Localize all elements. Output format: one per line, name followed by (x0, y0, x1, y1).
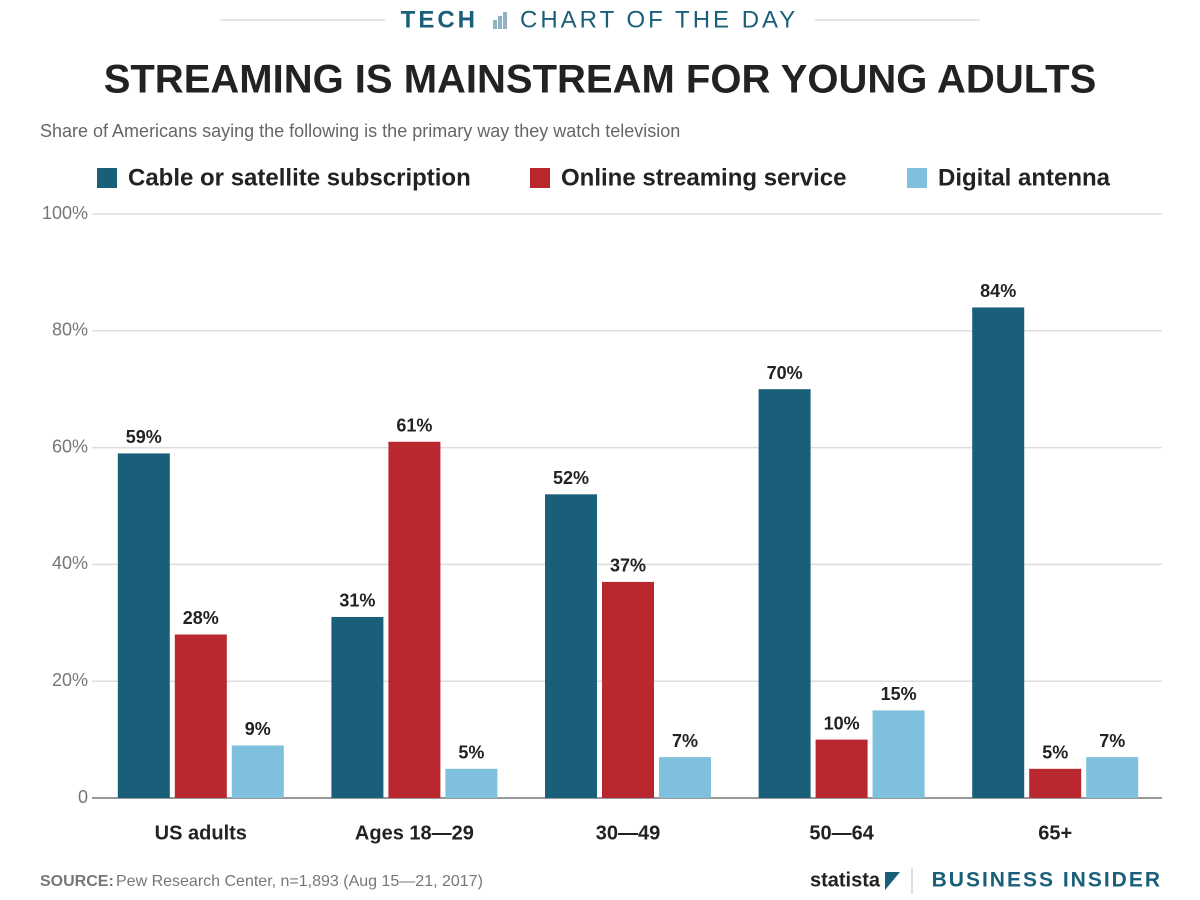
y-tick-label: 0 (78, 787, 88, 807)
legend-swatch (907, 168, 927, 188)
value-label: 70% (767, 363, 803, 383)
value-label: 5% (1042, 743, 1068, 763)
value-label: 84% (980, 281, 1016, 301)
x-tick-label: Ages 18—29 (355, 822, 474, 844)
value-label: 15% (881, 684, 917, 704)
bar (758, 389, 811, 798)
value-label: 10% (824, 713, 860, 733)
bar (388, 441, 441, 798)
bar (659, 757, 711, 798)
value-label: 7% (672, 731, 698, 751)
bar (1086, 757, 1139, 798)
chart-title: STREAMING IS MAINSTREAM FOR YOUNG ADULTS (104, 58, 1097, 102)
legend-label: Digital antenna (938, 164, 1111, 191)
value-label: 37% (610, 556, 646, 576)
x-tick-label: US adults (155, 822, 247, 844)
bar (602, 581, 654, 798)
x-tick-label: 30—49 (596, 822, 661, 844)
x-tick-label: 65+ (1038, 822, 1072, 844)
bar (445, 768, 498, 798)
brand-icon (885, 872, 900, 890)
y-tick-label: 20% (52, 670, 88, 690)
value-label: 7% (1099, 731, 1125, 751)
legend-label: Online streaming service (561, 164, 846, 191)
y-tick-label: 60% (52, 436, 88, 456)
value-label: 31% (339, 591, 375, 611)
brand-business-insider: BUSINESS INSIDER (932, 869, 1162, 892)
y-tick-label: 40% (52, 553, 88, 573)
legend-label: Cable or satellite subscription (128, 164, 471, 191)
bar (1029, 768, 1082, 798)
bar (117, 453, 170, 798)
bar (815, 739, 868, 798)
brand-statista: statista (810, 869, 881, 891)
legend-swatch (97, 168, 117, 188)
header-section: TECH (401, 6, 478, 33)
y-tick-label: 80% (52, 320, 88, 340)
value-label: 5% (458, 743, 484, 763)
bar (972, 307, 1025, 798)
value-label: 59% (126, 427, 162, 447)
bar (174, 634, 227, 798)
y-tick-label: 100% (42, 203, 88, 223)
source-label: SOURCE: (40, 873, 114, 890)
bar (331, 616, 384, 798)
value-label: 28% (183, 608, 219, 628)
bar (872, 710, 925, 798)
x-tick-label: 50—64 (809, 822, 874, 844)
value-label: 52% (553, 468, 589, 488)
value-label: 9% (245, 719, 271, 739)
bar (231, 745, 284, 798)
value-label: 61% (396, 416, 432, 436)
header-icon (493, 12, 507, 29)
chart-subtitle: Share of Americans saying the following … (40, 121, 680, 141)
source: Pew Research Center, n=1,893 (Aug 15—21,… (116, 873, 483, 890)
bar (545, 494, 597, 798)
legend-swatch (530, 168, 550, 188)
header-label: CHART OF THE DAY (520, 6, 798, 33)
